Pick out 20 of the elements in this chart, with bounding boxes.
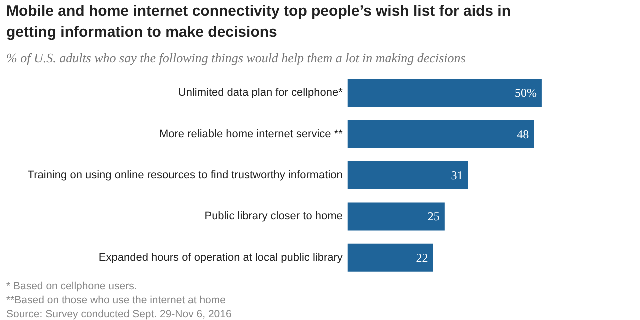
bar: [348, 202, 445, 231]
chart-title: Mobile and home internet connectivity top people’s wish list for aids in getting information to make decisions: [6, 2, 512, 41]
text: **Based on those who use the internet at home: [6, 294, 226, 306]
bar: [348, 79, 542, 108]
data-label: 22: [416, 250, 428, 265]
data-label: 25: [428, 210, 440, 224]
text: % of U.S. adults who say the following things would help them a lot in making decisions: [6, 50, 466, 66]
bar: [348, 244, 434, 272]
y-tick-label: Public library closer to home: [204, 210, 343, 223]
source-note: Source: Survey conducted Sept. 29-Nov 6, 2016: [6, 308, 232, 320]
data-label: 48: [517, 127, 530, 142]
data-label: 31: [451, 168, 464, 182]
y-tick-label: More reliable home internet service **: [159, 128, 344, 140]
y-tick-label: Unlimited data plan for cellphone*: [178, 87, 344, 100]
y-tick-label: Expanded hours of operation at local public library: [98, 252, 344, 264]
bar: [348, 120, 534, 148]
data-label: 50%: [514, 86, 537, 100]
y-tick-label: Training on using online resources to find trustworthy information: [28, 170, 343, 182]
bar: [348, 161, 468, 190]
text: * Based on cellphone users.: [6, 280, 138, 292]
